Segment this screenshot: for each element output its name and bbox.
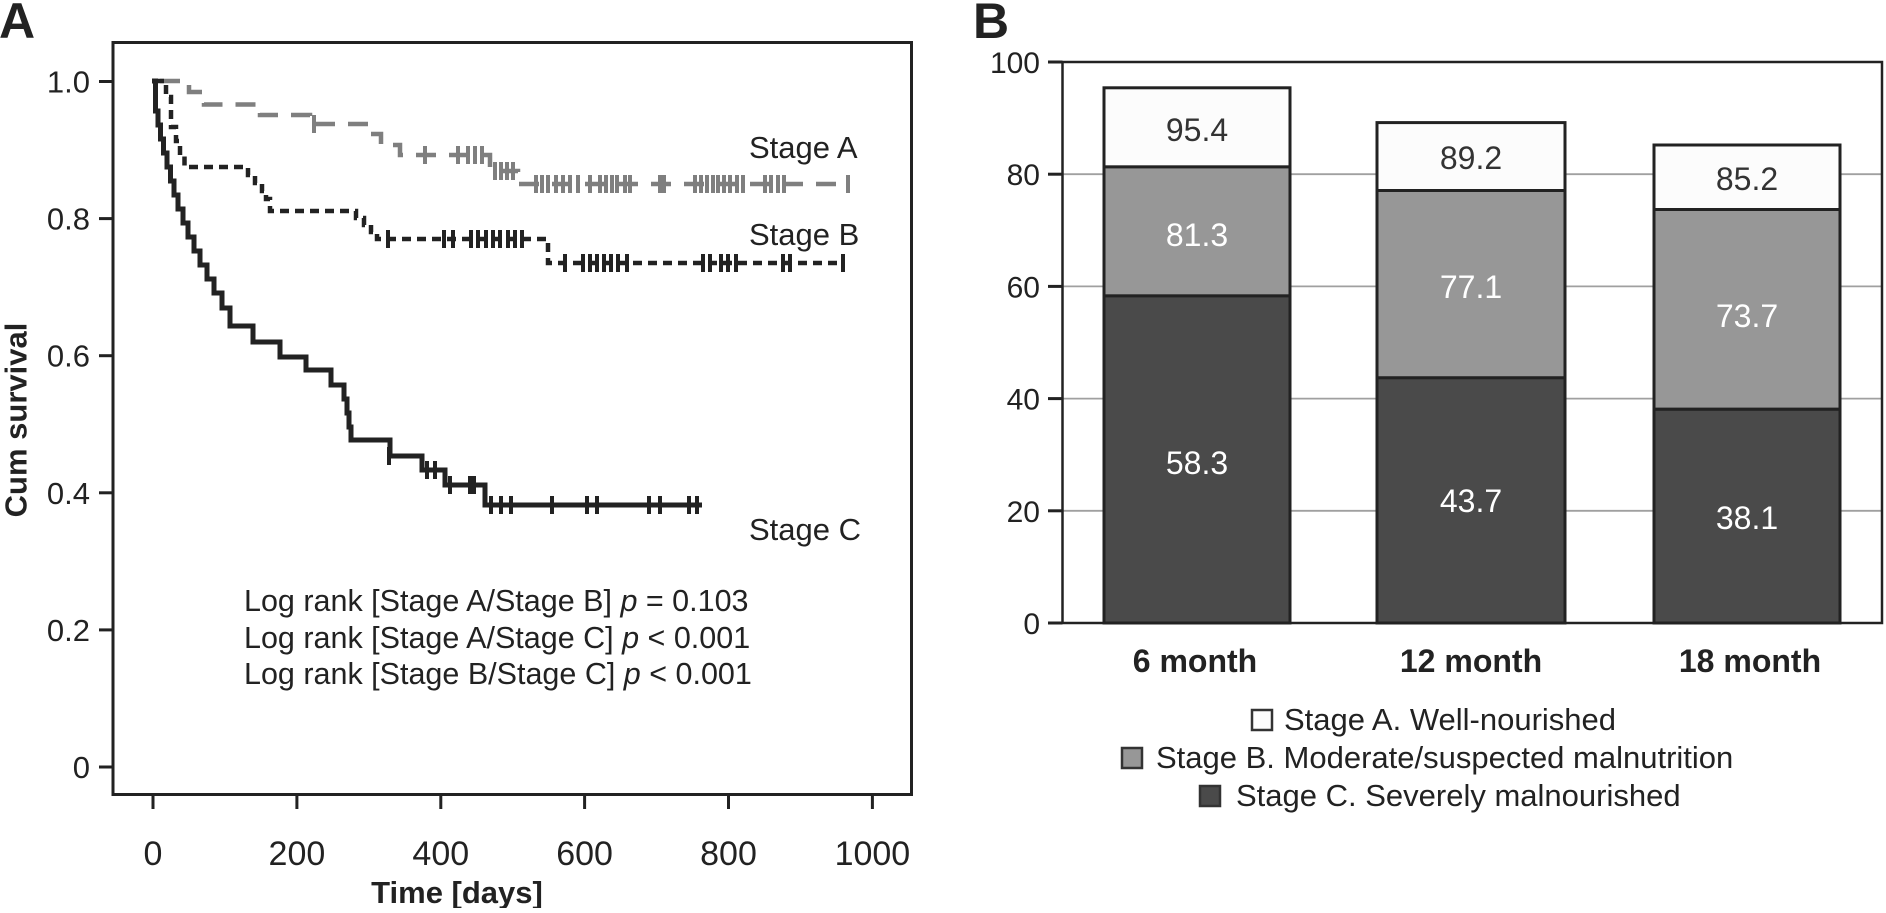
svg-text:12 month: 12 month <box>1400 643 1542 679</box>
svg-text:95.4: 95.4 <box>1166 112 1228 148</box>
svg-text:18 month: 18 month <box>1679 643 1821 679</box>
svg-text:Stage A. Well-nourished: Stage A. Well-nourished <box>1284 702 1616 737</box>
svg-text:40: 40 <box>1007 384 1040 417</box>
svg-text:Log rank [Stage A/Stage C] p <: Log rank [Stage A/Stage C] p < 0.001 <box>244 621 750 655</box>
svg-text:77.1: 77.1 <box>1440 269 1502 305</box>
svg-text:80: 80 <box>1007 159 1040 192</box>
svg-text:0.4: 0.4 <box>47 476 90 511</box>
svg-text:0: 0 <box>144 835 163 873</box>
svg-text:800: 800 <box>700 835 757 873</box>
svg-text:43.7: 43.7 <box>1440 483 1502 519</box>
svg-text:6 month: 6 month <box>1133 643 1257 679</box>
svg-text:89.2: 89.2 <box>1440 140 1502 176</box>
svg-text:38.1: 38.1 <box>1716 500 1778 536</box>
svg-text:0.8: 0.8 <box>47 202 90 237</box>
svg-text:600: 600 <box>556 835 613 873</box>
svg-text:81.3: 81.3 <box>1166 217 1228 253</box>
svg-text:0: 0 <box>1023 608 1040 641</box>
svg-text:200: 200 <box>269 835 326 873</box>
svg-text:73.7: 73.7 <box>1716 298 1778 334</box>
svg-text:20: 20 <box>1007 496 1040 529</box>
svg-text:60: 60 <box>1007 271 1040 304</box>
svg-text:Cum survival: Cum survival <box>0 323 34 518</box>
svg-text:100: 100 <box>990 47 1040 80</box>
svg-text:B: B <box>973 0 1009 49</box>
svg-text:Log rank [Stage B/Stage C] p <: Log rank [Stage B/Stage C] p < 0.001 <box>244 657 752 691</box>
svg-text:58.3: 58.3 <box>1166 445 1228 481</box>
svg-text:Stage C: Stage C <box>749 512 861 547</box>
svg-text:Stage A: Stage A <box>749 130 858 165</box>
svg-text:A: A <box>0 0 35 49</box>
svg-text:1.0: 1.0 <box>47 65 90 100</box>
svg-text:1000: 1000 <box>835 835 911 873</box>
svg-text:0: 0 <box>73 750 90 785</box>
svg-text:0.6: 0.6 <box>47 339 90 374</box>
svg-text:Time [days]: Time [days] <box>371 875 543 908</box>
svg-text:Stage B: Stage B <box>749 217 859 252</box>
svg-text:400: 400 <box>412 835 469 873</box>
svg-text:0.2: 0.2 <box>47 613 90 648</box>
svg-text:85.2: 85.2 <box>1716 161 1778 197</box>
svg-text:Stage B. Moderate/suspected ma: Stage B. Moderate/suspected malnutrition <box>1156 740 1733 775</box>
svg-text:Stage C. Severely malnourished: Stage C. Severely malnourished <box>1236 778 1681 813</box>
svg-text:Log rank [Stage A/Stage B] p =: Log rank [Stage A/Stage B] p = 0.103 <box>244 584 749 618</box>
